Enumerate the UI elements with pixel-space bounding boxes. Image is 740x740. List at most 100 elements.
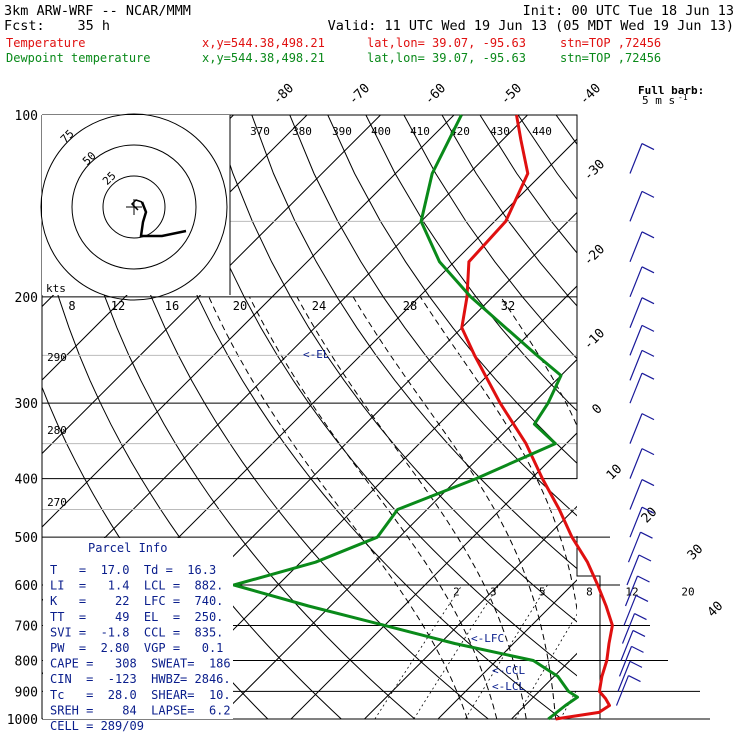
valid-time: Valid: 11 UTC Wed 19 Jun 13 (05 MDT Wed … bbox=[328, 18, 734, 34]
dry-adiabat bbox=[99, 115, 490, 719]
pressure-label: 1000 bbox=[7, 713, 38, 728]
parcel-info-row: TT = 49 EL = 250. bbox=[50, 610, 223, 624]
pressure-label: 100 bbox=[15, 109, 38, 124]
wind-barb-flag bbox=[628, 675, 641, 683]
wind-barb bbox=[624, 575, 639, 607]
wind-barb bbox=[629, 143, 643, 174]
wind-barb bbox=[629, 479, 643, 510]
wind-barb-flag bbox=[641, 448, 655, 456]
parcel-info-row: CIN = -123 HWBZ= 2846. bbox=[50, 672, 231, 686]
wind-barb bbox=[615, 675, 630, 706]
dew-station: stn=TOP ,72456 bbox=[560, 51, 661, 65]
pressure-label: 200 bbox=[15, 291, 38, 306]
pressure-label: 500 bbox=[15, 531, 38, 546]
dry-adiabat bbox=[175, 115, 577, 677]
barb-legend-title: Full barb: bbox=[638, 84, 704, 97]
mixing-ratio-labels: 2 3 5 8 12 20 bbox=[453, 586, 695, 599]
wind-barb bbox=[617, 661, 631, 692]
forecast-hour: 35 h bbox=[77, 18, 110, 34]
isotherm-label: 30 bbox=[685, 542, 707, 564]
speed-axis-label: 16 bbox=[165, 299, 179, 313]
parcel-info-row: Tc = 28.0 SHEAR= 10. bbox=[50, 688, 231, 702]
wind-barb-flag bbox=[634, 613, 647, 621]
isotherm-line bbox=[42, 115, 528, 602]
speed-axis-label: 8 bbox=[68, 299, 75, 313]
wind-barb bbox=[629, 266, 643, 298]
lcl-marker: <-LCL bbox=[492, 680, 525, 693]
wind-barb-flag bbox=[632, 629, 646, 638]
speed-axis-label: 12 bbox=[111, 299, 125, 313]
isotherm-line bbox=[42, 115, 455, 528]
isotherm-label: -10 bbox=[581, 326, 608, 353]
wind-barb-flag bbox=[640, 531, 653, 539]
hodograph-trace-low bbox=[130, 199, 143, 211]
sounding-traces bbox=[232, 114, 614, 721]
hodograph-trace bbox=[139, 201, 187, 238]
isotherm-line bbox=[42, 115, 381, 455]
wind-barb bbox=[629, 506, 643, 538]
dry-adiabat bbox=[555, 115, 577, 146]
temp-coords: x,y=544.38,498.21 bbox=[202, 36, 325, 50]
wind-barb-flag bbox=[641, 413, 655, 421]
wind-barb bbox=[621, 613, 636, 644]
isotherm-label: -30 bbox=[581, 157, 608, 184]
wind-barb-flag bbox=[629, 660, 643, 668]
wind-barb bbox=[629, 297, 643, 328]
theta-label: 290 bbox=[47, 351, 67, 364]
isotherm-label: -70 bbox=[346, 81, 373, 108]
dry-adiabat bbox=[594, 115, 740, 732]
wind-barb-flag bbox=[637, 575, 650, 583]
dewpoint-legend: Dewpoint temperature bbox=[6, 51, 151, 65]
temp-station: stn=TOP ,72456 bbox=[560, 36, 661, 50]
moist-adiabat bbox=[248, 296, 498, 719]
dew-coords: x,y=544.38,498.21 bbox=[202, 51, 325, 65]
wind-barbs bbox=[615, 142, 655, 706]
theta-label: 370 bbox=[250, 125, 270, 138]
wind-barb bbox=[629, 191, 643, 222]
wind-barb-flag bbox=[641, 372, 655, 380]
isotherm-label: 0 bbox=[589, 401, 605, 417]
model-title: 3km ARW-WRF -- NCAR/MMM bbox=[4, 3, 191, 19]
wind-barb-flag bbox=[641, 349, 655, 357]
wind-barb bbox=[629, 325, 643, 356]
dry-adiabat bbox=[708, 115, 740, 732]
dry-adiabat bbox=[213, 115, 577, 623]
barb-legend-unit-exponent: -1 bbox=[678, 93, 688, 102]
mixing-ratio-line bbox=[465, 584, 548, 719]
dry-adiabat bbox=[632, 115, 740, 732]
mixing-ratio-line bbox=[514, 613, 577, 719]
speed-axis-label: 32 bbox=[501, 299, 515, 313]
mixing-ratio-line bbox=[620, 585, 693, 719]
isotherm-label: -40 bbox=[577, 81, 604, 108]
isotherm-label: 10 bbox=[604, 462, 626, 484]
pressure-label: 400 bbox=[15, 473, 38, 488]
isotherm-line bbox=[659, 115, 740, 719]
isotherm-label: -20 bbox=[581, 242, 608, 269]
isotherm-line bbox=[217, 358, 577, 719]
wind-barb-flag bbox=[641, 231, 655, 239]
mixing-ratio-label: 12 bbox=[625, 586, 638, 599]
wind-barb-flag bbox=[641, 479, 655, 487]
wind-barb bbox=[629, 372, 643, 404]
theta-label: 270 bbox=[47, 496, 67, 509]
pressure-label: 800 bbox=[15, 654, 38, 669]
parcel-info-row: CELL = 289/09 bbox=[50, 719, 144, 733]
dry-adiabat bbox=[327, 115, 577, 464]
sounding-line bbox=[232, 114, 579, 721]
pressure-axis-labels: 100 200 300 400 500 600 700 800 900 1000 bbox=[7, 109, 38, 728]
parcel-info-row: LI = 1.4 LCL = 882. bbox=[50, 579, 223, 593]
wind-barb bbox=[629, 231, 643, 263]
el-marker: <-EL bbox=[303, 348, 330, 361]
pressure-label: 700 bbox=[15, 619, 38, 634]
wind-barb bbox=[629, 350, 643, 381]
wind-barb bbox=[623, 595, 637, 626]
dry-adiabat bbox=[365, 115, 577, 412]
wind-barb bbox=[618, 646, 633, 677]
moist-adiabat bbox=[296, 296, 527, 719]
isotherm-line bbox=[143, 285, 577, 719]
isotherm-line bbox=[0, 115, 13, 719]
dew-latlon: lat,lon= 39.07, -95.63 bbox=[367, 51, 526, 65]
parcel-info-row: K = 22 LFC = 740. bbox=[50, 594, 223, 608]
isotherm-label: -50 bbox=[498, 81, 525, 108]
